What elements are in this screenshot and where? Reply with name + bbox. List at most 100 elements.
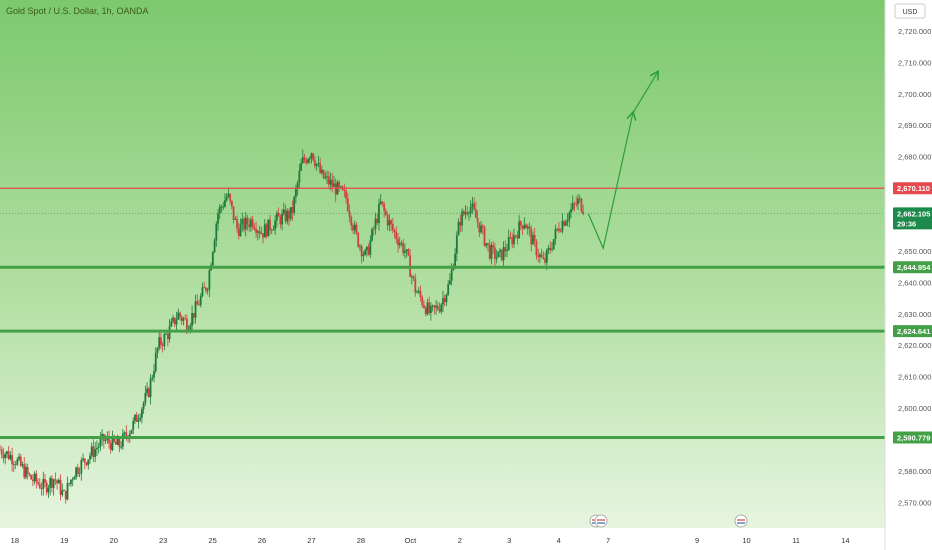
candle-body [0,449,1,451]
economic-event-icon[interactable] [594,514,608,528]
candle-body [4,454,7,459]
candle-body [227,193,230,197]
candle-body [12,464,15,465]
candle-body [355,224,358,233]
candle-body [459,221,462,226]
candle-body [14,464,17,465]
candle-body [230,200,233,207]
candle-body [402,242,405,253]
level-price-tag [893,431,932,444]
candle-body [282,209,285,214]
candle-body [286,210,289,222]
candle-body [121,433,124,447]
candle-body [485,243,488,246]
candle-body [578,198,581,200]
candle-body [70,479,72,485]
candle-body [2,454,5,459]
candle-body [54,479,57,481]
price-tick-label: 2,700.000 [898,90,931,99]
candle-body [295,189,297,198]
candle-body [205,287,207,291]
candle-body [177,312,180,320]
candle-body [160,337,162,345]
candle-body [158,337,161,348]
projection-arrow-down[interactable] [587,113,632,251]
candle-body [125,432,128,437]
candle-body [416,292,418,294]
candle-body [305,160,308,163]
candle-body [544,258,546,263]
candle-body [80,460,83,474]
candle-body [345,190,347,199]
candle-body [262,233,264,238]
price-tick-label: 2,630.000 [898,310,931,319]
candle-body [217,213,219,224]
candle-body [198,304,200,306]
candle-body [57,479,60,484]
time-tick-label: Oct [405,536,418,545]
candle-body [388,220,391,226]
candle-body [365,246,368,251]
candle-body [118,438,121,447]
candle-body [374,218,377,230]
candle-body [151,377,154,379]
projection-arrow-up[interactable] [632,72,658,114]
candle-body [447,284,450,295]
time-tick-label: 7 [606,536,610,545]
candle-body [115,441,117,445]
candle-body [559,230,562,232]
price-axis-panel [885,0,932,550]
candle-body [331,179,334,187]
candle-body [339,186,342,188]
candle-body [436,305,439,310]
candle-body [45,482,48,493]
candle-body [73,476,76,480]
candle-body [83,458,86,463]
candle-body [97,446,100,448]
time-tick-label: 28 [357,536,365,545]
candle-body [538,254,541,257]
currency-button[interactable] [894,3,926,19]
candle-body [78,473,81,475]
candle-body [18,456,20,460]
candle-body [542,257,545,259]
candle-body [267,219,270,237]
candle-body [412,276,415,279]
economic-event-icon[interactable] [734,514,748,528]
candle-body [199,296,202,306]
candle-body [421,297,424,306]
candle-body [165,333,168,335]
candle-body [478,222,481,233]
candle-body [307,159,309,163]
candle-body [397,239,399,246]
candle-body [263,224,266,238]
candle-body [241,218,244,225]
candle-body [253,227,256,230]
candle-body [206,289,209,291]
candle-body [166,333,169,340]
candle-body [521,225,524,229]
price-tick-label: 2,720.000 [898,27,931,36]
time-tick-label: 18 [11,536,19,545]
candle-body [224,200,226,207]
candle-body [300,163,302,171]
candle-body [168,326,171,340]
price-tick-label: 2,640.000 [898,278,931,287]
candle-body [480,225,482,233]
candle-body [25,466,27,478]
candle-body [71,479,74,481]
candle-body [504,247,507,252]
candle-body [218,206,221,214]
candle-body [23,464,26,478]
candle-body [236,218,238,229]
candle-body [364,250,367,255]
plot-background [0,0,885,550]
candle-body [450,269,453,281]
candle-body [519,221,522,226]
candle-body [28,473,31,475]
time-tick-label: 3 [507,536,511,545]
candle-body [324,177,327,179]
candle-body [488,244,491,259]
candle-body [99,439,102,447]
